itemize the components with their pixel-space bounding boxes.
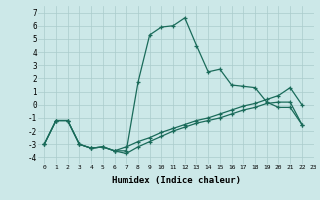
X-axis label: Humidex (Indice chaleur): Humidex (Indice chaleur) [111,176,241,185]
